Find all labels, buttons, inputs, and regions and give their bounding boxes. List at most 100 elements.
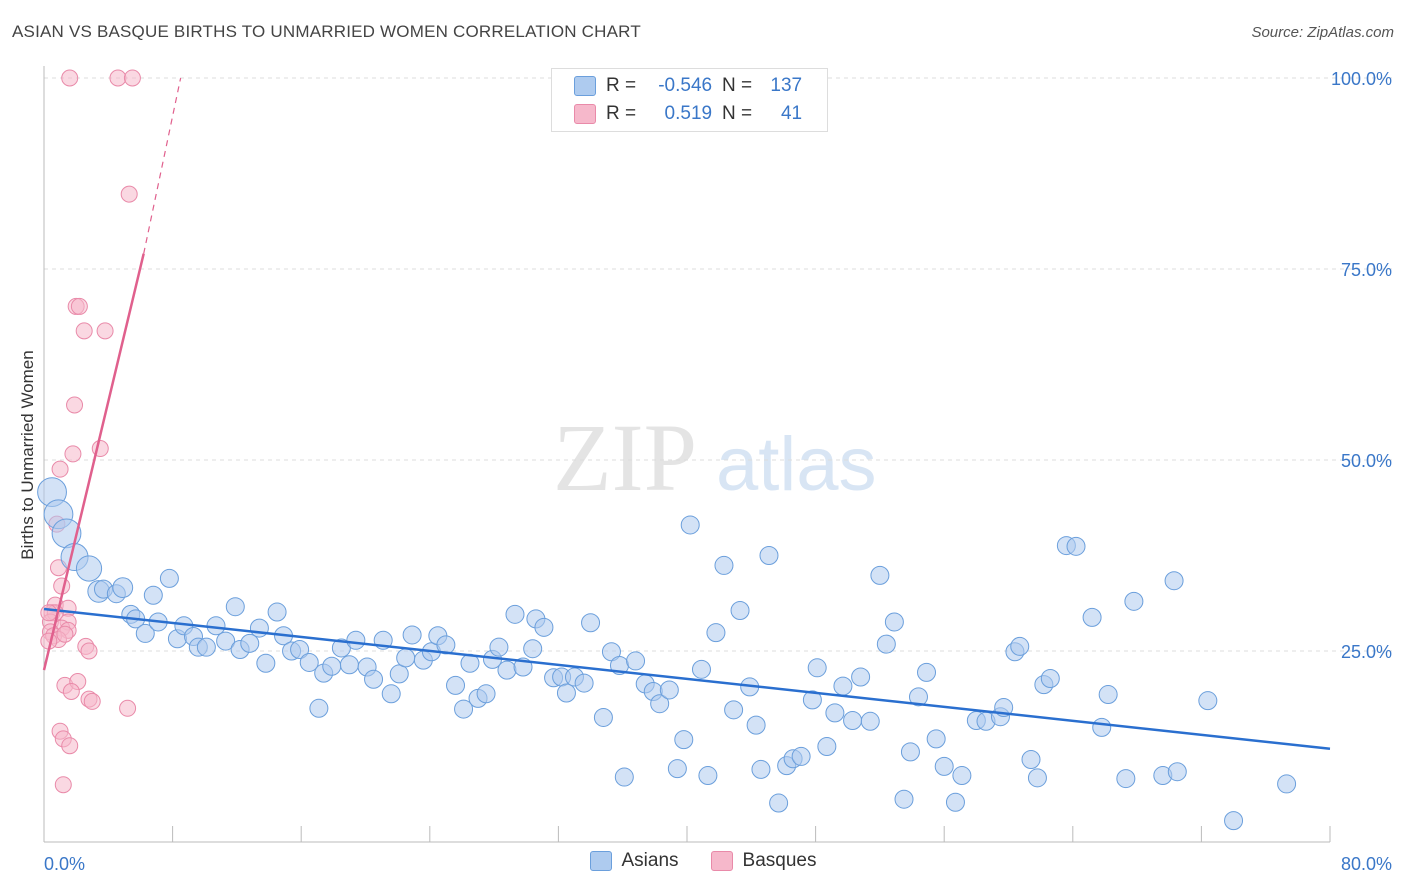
- asian-point: [952, 766, 972, 786]
- asian-point: [290, 639, 310, 659]
- asian-point: [680, 515, 700, 535]
- series-legend: Asians Basques: [0, 850, 1406, 872]
- asian-point: [860, 711, 880, 731]
- n-label: N =: [722, 103, 753, 124]
- asians-label: Asians: [621, 850, 679, 871]
- asian-point: [851, 667, 871, 687]
- r-label: R =: [606, 103, 637, 124]
- asian-point: [759, 546, 779, 565]
- asian-point: [267, 602, 287, 622]
- asian-point: [505, 604, 525, 624]
- asian-point: [256, 653, 276, 673]
- asian-point: [143, 585, 163, 605]
- asian-point: [626, 651, 646, 671]
- asian-point: [751, 759, 771, 779]
- asian-point: [674, 730, 694, 750]
- asian-point: [1124, 591, 1144, 611]
- asian-point: [240, 633, 260, 653]
- asian-point: [691, 659, 711, 679]
- asian-point: [667, 759, 687, 779]
- asian-point: [1098, 685, 1118, 705]
- asian-point: [1082, 607, 1102, 627]
- legend-item-asians[interactable]: Asians: [589, 850, 679, 872]
- asian-point: [1167, 762, 1187, 782]
- asian-point: [659, 680, 679, 700]
- legend-item-basques[interactable]: Basques: [710, 850, 816, 872]
- asian-point: [497, 660, 517, 680]
- trend-lines: [42, 77, 1331, 751]
- basque-point: [109, 69, 127, 87]
- asian-point: [299, 652, 319, 672]
- basque-point: [40, 604, 58, 622]
- legend-row-basques: R = 0.519 N = 41: [574, 101, 802, 127]
- asian-point: [1021, 749, 1041, 769]
- asian-point: [746, 715, 766, 735]
- chart-title: ASIAN VS BASQUE BIRTHS TO UNMARRIED WOME…: [12, 22, 641, 41]
- basques-trend-extension: [143, 77, 182, 254]
- basque-point: [61, 69, 79, 87]
- basque-point: [64, 445, 82, 463]
- y-tick-label: 50.0%: [1341, 451, 1392, 471]
- asian-point: [454, 699, 474, 719]
- basques-trend-line: [42, 253, 145, 671]
- asians-swatch: [574, 76, 596, 96]
- watermark: ZIP atlas: [553, 404, 877, 511]
- asian-point: [309, 698, 329, 718]
- asian-point: [1092, 717, 1112, 737]
- asian-point: [1277, 774, 1297, 794]
- basque-point: [62, 682, 80, 700]
- basque-point: [83, 692, 101, 710]
- asian-point: [574, 673, 594, 693]
- asian-point: [843, 711, 863, 731]
- n-label: N =: [722, 75, 753, 96]
- asian-point: [706, 623, 726, 643]
- asian-point: [730, 601, 750, 621]
- asian-point: [1198, 691, 1218, 711]
- asian-point: [322, 656, 342, 676]
- asian-point: [894, 789, 914, 809]
- asian-point: [225, 597, 245, 617]
- basques-points: [40, 69, 141, 794]
- asian-point: [817, 737, 837, 756]
- asian-point: [402, 625, 422, 645]
- asians-trend-line: [43, 607, 1331, 751]
- asian-point: [389, 664, 409, 684]
- asian-point: [534, 617, 554, 637]
- tick-labels: 25.0% 50.0% 75.0% 100.0% 0.0% 80.0%: [44, 69, 1392, 874]
- asian-point: [945, 792, 965, 812]
- legend-row-asians: R = -0.546 N = 137: [574, 73, 802, 99]
- r-label: R =: [606, 75, 637, 96]
- n-value: 41: [775, 103, 803, 124]
- asian-point: [556, 683, 576, 703]
- basques-swatch: [710, 851, 733, 871]
- asian-point: [769, 793, 789, 813]
- asian-point: [75, 555, 103, 582]
- asian-point: [614, 767, 634, 787]
- asian-point: [1116, 769, 1136, 789]
- asian-point: [1066, 536, 1086, 556]
- watermark-zip: ZIP: [553, 404, 697, 511]
- basque-point: [123, 69, 141, 87]
- asian-point: [833, 676, 853, 696]
- asian-point: [900, 742, 920, 762]
- y-tick-label: 75.0%: [1341, 260, 1392, 280]
- asian-point: [650, 694, 670, 714]
- asians-swatch: [589, 851, 612, 871]
- basque-point: [96, 322, 114, 340]
- asian-point: [908, 687, 928, 707]
- y-tick-label: 25.0%: [1341, 642, 1392, 662]
- asian-point: [934, 756, 954, 776]
- basque-point: [75, 322, 93, 340]
- asian-point: [1224, 811, 1244, 831]
- asian-point: [446, 675, 466, 695]
- asian-point: [489, 637, 509, 657]
- asian-point: [698, 766, 718, 786]
- asian-point: [339, 655, 359, 675]
- asian-point: [196, 637, 216, 657]
- asian-point: [926, 729, 946, 749]
- asian-point: [917, 662, 937, 682]
- asian-point: [1027, 768, 1047, 788]
- asian-point: [1164, 571, 1184, 591]
- asian-point: [1010, 636, 1030, 656]
- basque-point: [120, 185, 138, 203]
